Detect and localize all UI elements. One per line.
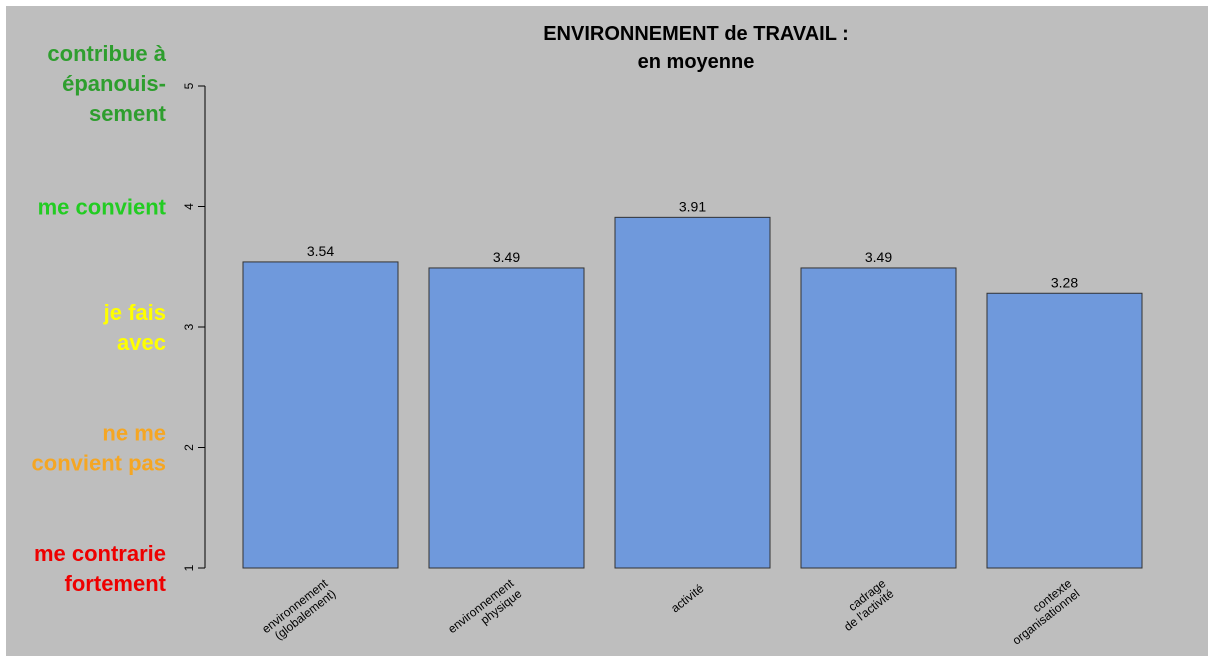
y-tick-label: 5 [182,82,196,89]
bars [242,216,1143,569]
bar-value-label: 3.49 [865,249,892,265]
bar [614,216,771,569]
y-tick-label: 4 [182,203,196,210]
bar-value-label: 3.91 [679,198,706,214]
chart-title: ENVIRONNEMENT de TRAVAIL : [543,23,849,45]
level-label: fortement [65,571,167,596]
y-axis: 1 2 3 4 5 [182,82,206,571]
level-label: convient pas [32,451,166,476]
category-label-line: activité [668,581,706,615]
chart-panel: ENVIRONNEMENT de TRAVAIL : en moyenne 1 2… [6,6,1208,656]
bar-chart: ENVIRONNEMENT de TRAVAIL : en moyenne 1 2… [32,23,1143,648]
bar-value-label: 3.49 [493,249,520,265]
bar [428,267,585,569]
y-tick-label: 2 [182,444,196,451]
level-label: ne me [102,421,166,446]
category-label: environnement(globalement) [259,576,338,643]
x-category-labels: environnement(globalement) environnementp… [259,576,1082,648]
bar-value-label: 3.54 [307,243,334,259]
y-level-labels: me contrarie fortement ne me convient pas je… [32,41,167,596]
bar [800,267,957,569]
level-label: je fais [103,300,166,325]
level-label: épanouis- [62,71,166,96]
level-label: sement [89,101,167,126]
bar [242,261,399,569]
bar-value-label: 3.28 [1051,274,1078,290]
y-tick-label: 1 [182,564,196,571]
category-label: activité [668,581,706,615]
level-label: me contrarie [34,541,166,566]
level-label: contribue à [47,41,166,66]
level-label: me convient [38,195,167,220]
value-labels: 3.54 3.49 3.91 3.49 3.28 [307,198,1078,290]
chart-subtitle: en moyenne [638,51,755,73]
level-label: avec [117,330,166,355]
bar [986,292,1143,569]
y-tick-label: 3 [182,323,196,330]
